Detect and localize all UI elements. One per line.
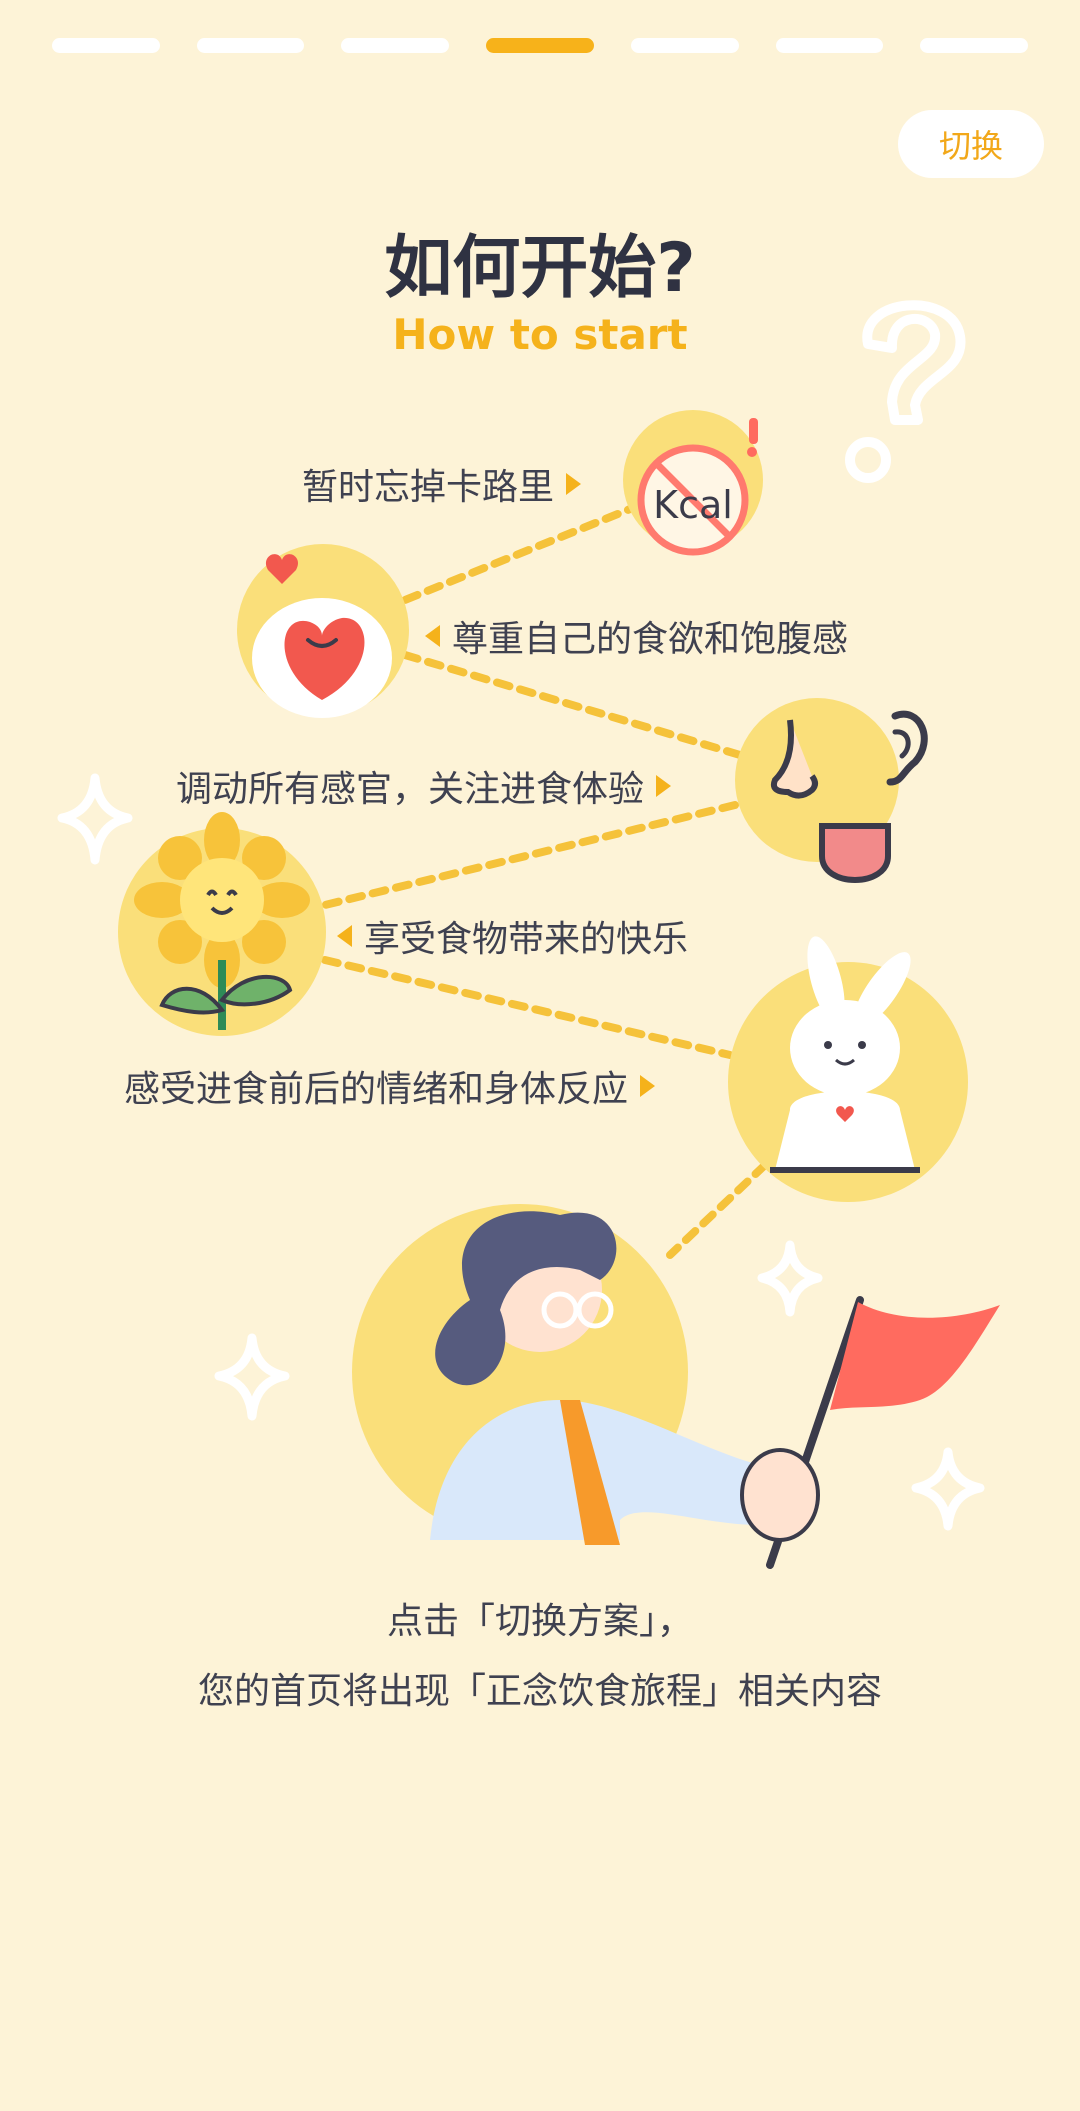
arrow-right-icon: [640, 1075, 656, 1097]
step-4: 享受食物带来的快乐: [337, 910, 688, 962]
arrow-right-icon: [566, 473, 582, 495]
progress-segment-active: [486, 38, 594, 53]
step-4-label: 享受食物带来的快乐: [364, 919, 689, 960]
sunflower-icon: [118, 812, 326, 1036]
step-1: 暂时忘掉卡路里: [302, 458, 582, 510]
footer-line-1: 点击「切换方案」，: [386, 1601, 693, 1642]
progress-segment: [196, 38, 305, 53]
switch-button[interactable]: 切换: [898, 110, 1044, 178]
progress-segment: [341, 38, 450, 53]
progress-indicator: [52, 38, 1029, 54]
girl-with-flag-icon: [352, 1204, 1000, 1569]
footer-line-2: 您的首页将出现「正念饮食旅程」相关内容: [197, 1671, 882, 1712]
progress-segment: [630, 38, 739, 53]
question-mark-icon: [845, 300, 966, 483]
step-2-label: 尊重自己的食欲和饱腹感: [452, 619, 849, 660]
progress-segment: [920, 38, 1029, 53]
step-5-label: 感受进食前后的情绪和身体反应: [124, 1069, 629, 1110]
step-2: 尊重自己的食欲和饱腹感: [425, 610, 848, 662]
page-subtitle: How to start: [392, 310, 688, 359]
arrow-right-icon: [656, 775, 672, 797]
step-5: 感受进食前后的情绪和身体反应: [124, 1060, 656, 1112]
page-title: 如何开始?: [384, 229, 696, 308]
senses-icon: [735, 698, 928, 883]
no-kcal-icon: Kcal: [623, 410, 763, 556]
heart-character-icon: [237, 544, 409, 718]
step-1-label: 暂时忘掉卡路里: [302, 467, 555, 508]
arrow-left-icon: [425, 625, 440, 647]
step-3: 调动所有感官，关注进食体验: [176, 760, 672, 812]
svg-text:Kcal: Kcal: [653, 483, 733, 527]
step-3-label: 调动所有感官，关注进食体验: [176, 769, 645, 810]
progress-segment: [52, 38, 160, 53]
arrow-left-icon: [337, 925, 352, 947]
rabbit-icon: [728, 936, 968, 1202]
progress-segment: [775, 38, 884, 53]
sparkle-icon: [57, 773, 985, 1531]
